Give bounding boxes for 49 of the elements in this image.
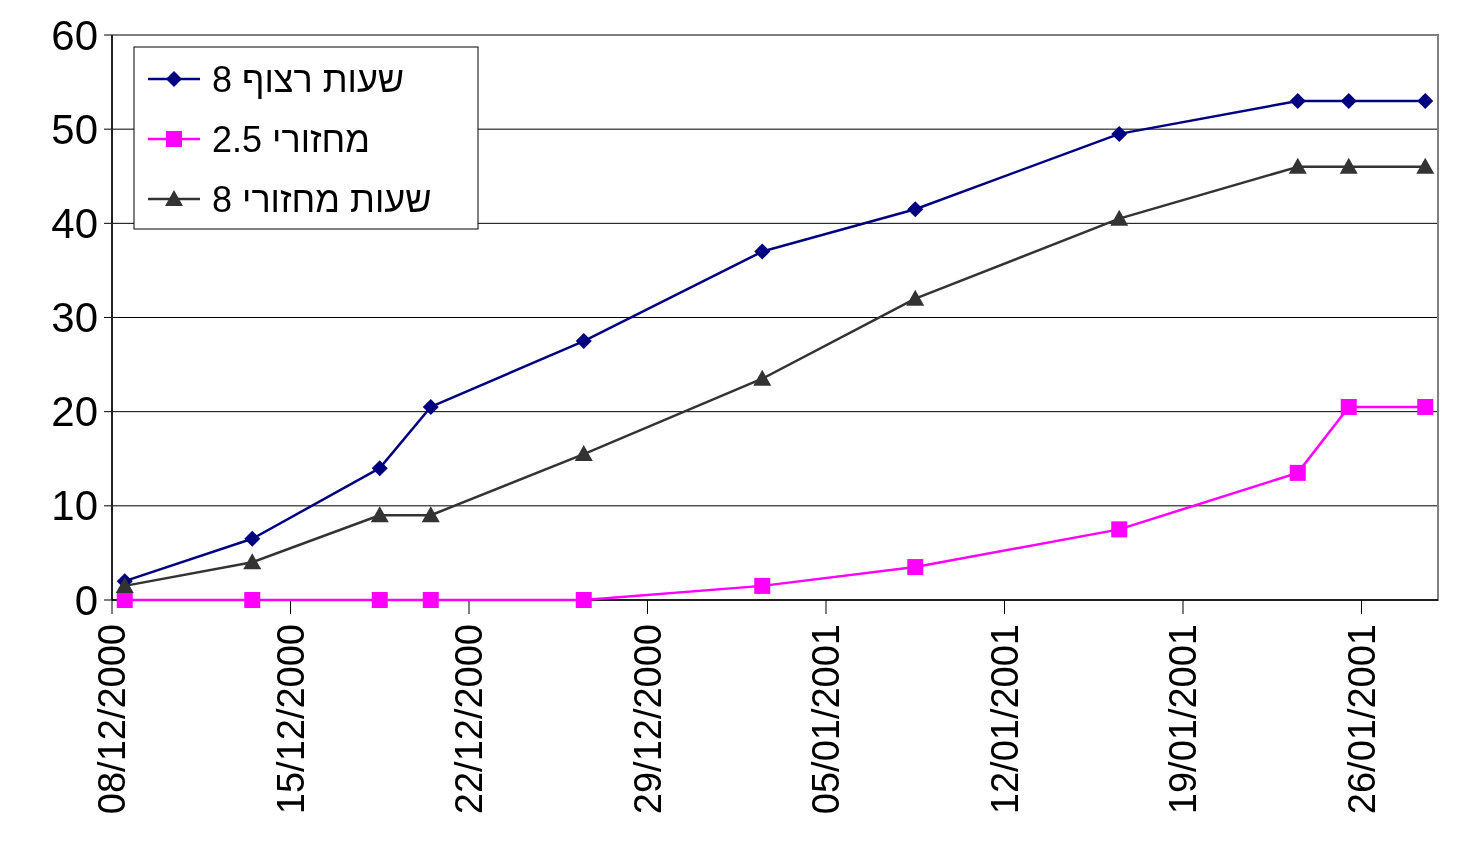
point: [1340, 398, 1357, 415]
point: [754, 577, 771, 594]
y-tick-label: 40: [51, 199, 98, 247]
point: [243, 553, 262, 570]
y-tick-label: 10: [51, 482, 98, 530]
point: [1111, 125, 1128, 142]
x-tick-label: 05/01/2001: [805, 624, 847, 815]
point: [1289, 464, 1306, 481]
point: [1111, 521, 1128, 538]
point: [1417, 398, 1434, 415]
point: [907, 559, 924, 576]
point: [116, 592, 133, 608]
point: [907, 201, 924, 218]
legend-label: שעות רצוף 8: [212, 58, 405, 100]
point: [1110, 209, 1129, 226]
point: [1288, 157, 1307, 174]
x-tick-label: 12/01/2001: [983, 624, 1026, 815]
legend-label: שעות מחזורי 8: [212, 178, 432, 220]
point: [1339, 157, 1358, 174]
point: [371, 592, 388, 608]
legend-label: מחזורי 2.5: [212, 118, 371, 160]
y-tick-label: 0: [74, 576, 98, 624]
y-tick-label: 60: [51, 11, 98, 59]
x-tick-label: 19/01/2001: [1162, 624, 1204, 815]
point: [421, 506, 440, 523]
x-tick-label: 15/12/2000: [269, 624, 312, 815]
y-tick-label: 20: [51, 388, 98, 436]
point: [370, 506, 389, 523]
point: [1289, 92, 1306, 109]
x-tick-label: 29/12/2000: [626, 624, 669, 815]
y-tick-label: 30: [51, 294, 98, 341]
point: [422, 398, 439, 415]
x-tick-label: 26/01/2001: [1340, 624, 1383, 815]
point: [244, 530, 261, 547]
point: [906, 289, 925, 306]
point: [1417, 92, 1434, 109]
point: [1340, 92, 1357, 109]
point: [575, 592, 592, 608]
point: [574, 445, 593, 462]
point: [244, 592, 261, 608]
point: [422, 592, 439, 608]
y-tick-label: 50: [51, 105, 98, 153]
point: [1416, 157, 1435, 174]
x-tick-label: 08/12/2000: [91, 624, 133, 815]
point: [753, 369, 772, 386]
point: [575, 333, 592, 350]
x-tick-label: 22/12/2000: [448, 624, 490, 815]
point: [754, 243, 771, 260]
point: [371, 460, 388, 477]
